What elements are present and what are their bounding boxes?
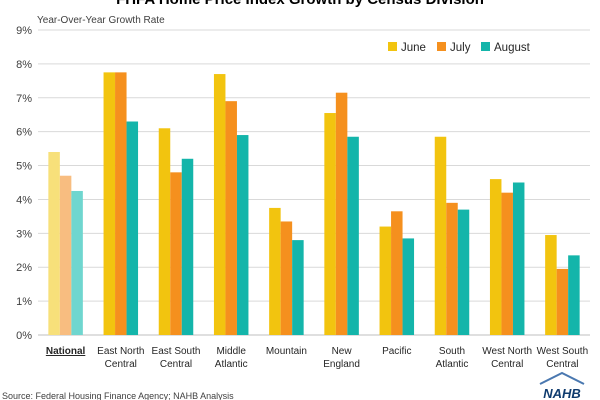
y-tick-label: 2% — [16, 262, 32, 274]
legend-swatch-july — [437, 42, 446, 51]
bar-july — [115, 72, 127, 335]
legend-label-august: August — [494, 42, 531, 54]
x-category-label: Mountain — [266, 346, 307, 357]
house-roof-icon — [539, 371, 585, 385]
x-category-label: Middle Atlantic — [215, 346, 248, 370]
bar-july — [225, 101, 237, 336]
bar-august — [568, 255, 580, 335]
chart-title: FHFA Home Price Index Growth by Census D… — [116, 0, 484, 8]
x-category-label: West North Central — [482, 346, 532, 370]
y-tick-label: 6% — [16, 127, 32, 139]
logo-text: NAHB — [543, 386, 581, 400]
x-category-label: Pacific — [382, 346, 411, 357]
source-note: Source: Federal Housing Finance Agency; … — [2, 391, 234, 400]
legend: June July August — [388, 42, 531, 54]
bars — [48, 72, 580, 336]
legend-label-july: July — [450, 42, 471, 54]
legend-swatch-june — [388, 42, 397, 51]
bar-july — [556, 268, 569, 335]
bar-june — [158, 128, 171, 335]
bar-june — [269, 207, 281, 335]
bar-august — [402, 238, 415, 335]
x-category-label: East South Central — [152, 346, 201, 370]
bar-august — [236, 135, 249, 335]
bar-july — [335, 92, 348, 335]
y-tick-label: 9% — [16, 25, 32, 37]
x-category-label: South Atlantic — [436, 346, 469, 370]
bar-august — [292, 240, 304, 335]
legend-label-june: June — [401, 42, 426, 54]
x-category-label: East North Central — [97, 346, 144, 370]
bar-june — [489, 179, 502, 335]
bar-july — [280, 221, 293, 335]
y-tick-label: 7% — [16, 93, 32, 105]
y-axis-label: Year-Over-Year Growth Rate — [37, 15, 165, 26]
bar-july — [170, 172, 182, 335]
bar-june — [545, 235, 557, 335]
bar-june — [379, 226, 392, 335]
bar-june — [103, 72, 116, 335]
bar-august — [347, 136, 359, 335]
bar-august — [71, 190, 83, 335]
y-tick-label: 1% — [16, 296, 32, 308]
bar-june — [213, 74, 226, 336]
x-category-label: New England — [323, 346, 360, 370]
bar-june — [324, 113, 336, 336]
bar-june — [48, 152, 60, 335]
legend-swatch-august — [481, 42, 490, 51]
y-tick-label: 0% — [16, 330, 32, 342]
bar-july — [446, 202, 458, 335]
bar-june — [434, 136, 447, 335]
bar-august — [181, 158, 194, 335]
bar-august — [512, 182, 525, 335]
bar-august — [457, 209, 470, 335]
bar-july — [501, 192, 513, 335]
x-category-label: West South Central — [537, 346, 589, 370]
y-axis-ticks: 0% 1% 2% 3% 4% 5% 6% 7% 8% 9% — [16, 25, 32, 342]
bar-august — [126, 121, 139, 335]
y-tick-label: 5% — [16, 161, 32, 173]
bar-july — [391, 211, 403, 335]
x-axis-categories: National East North Central East South Centr… — [46, 346, 588, 370]
x-category-label: National — [46, 346, 86, 357]
nahb-logo: NAHB — [539, 371, 585, 400]
y-tick-label: 8% — [16, 59, 32, 71]
y-tick-label: 4% — [16, 194, 32, 206]
y-tick-label: 3% — [16, 228, 32, 240]
bar-july — [59, 175, 72, 335]
